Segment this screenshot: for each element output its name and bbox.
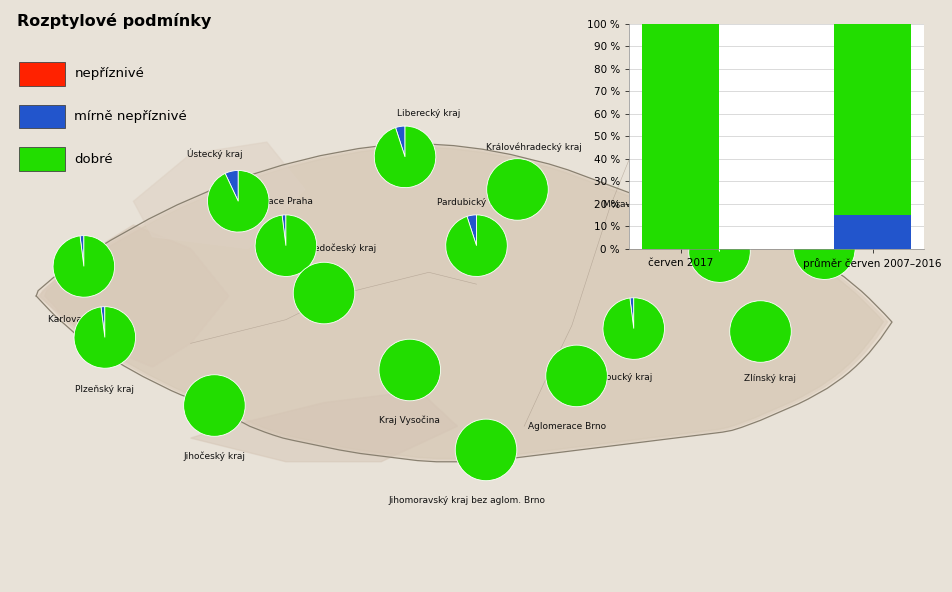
Wedge shape	[793, 218, 854, 279]
Wedge shape	[395, 126, 405, 157]
Text: Královéhradecký kraj: Královéhradecký kraj	[486, 142, 581, 152]
Text: mírně nepříznivé: mírně nepříznivé	[74, 110, 187, 123]
Text: Rozptylové podmínky: Rozptylové podmínky	[17, 13, 211, 29]
Wedge shape	[486, 159, 547, 220]
Wedge shape	[80, 236, 84, 266]
Text: Olomoucký kraj: Olomoucký kraj	[582, 373, 652, 382]
Text: Jihočeský kraj: Jihočeský kraj	[183, 451, 246, 461]
Wedge shape	[713, 221, 719, 252]
Wedge shape	[208, 170, 268, 232]
Wedge shape	[466, 215, 476, 246]
Wedge shape	[629, 298, 633, 329]
Polygon shape	[36, 144, 891, 462]
FancyBboxPatch shape	[19, 62, 65, 86]
Wedge shape	[374, 126, 435, 188]
Text: Jihomoravský kraj bez aglom. Brno: Jihomoravský kraj bez aglom. Brno	[388, 496, 545, 505]
Wedge shape	[225, 170, 238, 201]
Wedge shape	[379, 339, 440, 401]
Wedge shape	[74, 307, 135, 368]
Text: Kraj Vysočina: Kraj Vysočina	[379, 416, 440, 425]
Text: Ústecký kraj: Ústecký kraj	[187, 149, 242, 159]
Wedge shape	[820, 218, 823, 249]
Text: Aglomerace Praha: Aglomerace Praha	[230, 197, 312, 206]
Polygon shape	[38, 225, 228, 367]
FancyBboxPatch shape	[19, 147, 65, 171]
Wedge shape	[101, 307, 105, 337]
Wedge shape	[688, 221, 749, 282]
Bar	[833, 24, 910, 215]
Text: nepříznivé: nepříznivé	[74, 67, 144, 81]
Bar	[642, 24, 719, 249]
Polygon shape	[45, 147, 883, 459]
Polygon shape	[40, 146, 887, 460]
Text: Plzeňský kraj: Plzeňský kraj	[75, 385, 134, 394]
Text: dobré: dobré	[74, 153, 113, 166]
Text: Aglomerace Brno: Aglomerace Brno	[527, 422, 605, 431]
Text: Liberecký kraj: Liberecký kraj	[397, 109, 460, 118]
Text: Karlovarský kraj: Karlovarský kraj	[48, 315, 120, 324]
Polygon shape	[190, 391, 457, 462]
FancyBboxPatch shape	[19, 105, 65, 128]
Wedge shape	[603, 298, 664, 359]
Text: Pardubický kraj: Pardubický kraj	[437, 198, 506, 207]
Wedge shape	[255, 215, 316, 276]
Text: Moravskoslezský kraj bez aglom. O/K/F-M: Moravskoslezský kraj bez aglom. O/K/F-M	[602, 200, 788, 209]
Wedge shape	[184, 375, 245, 436]
Wedge shape	[293, 262, 354, 324]
Text: Zlínský kraj: Zlínský kraj	[744, 374, 795, 384]
Wedge shape	[545, 345, 606, 407]
Wedge shape	[729, 301, 790, 362]
Wedge shape	[53, 236, 114, 297]
Wedge shape	[455, 419, 516, 481]
Polygon shape	[133, 142, 305, 249]
Bar	[833, 215, 910, 249]
Wedge shape	[446, 215, 506, 276]
Text: Aglomerace O/K/F-M: Aglomerace O/K/F-M	[784, 200, 876, 209]
Text: Středočeský kraj: Středočeský kraj	[301, 244, 375, 253]
Wedge shape	[282, 215, 286, 246]
